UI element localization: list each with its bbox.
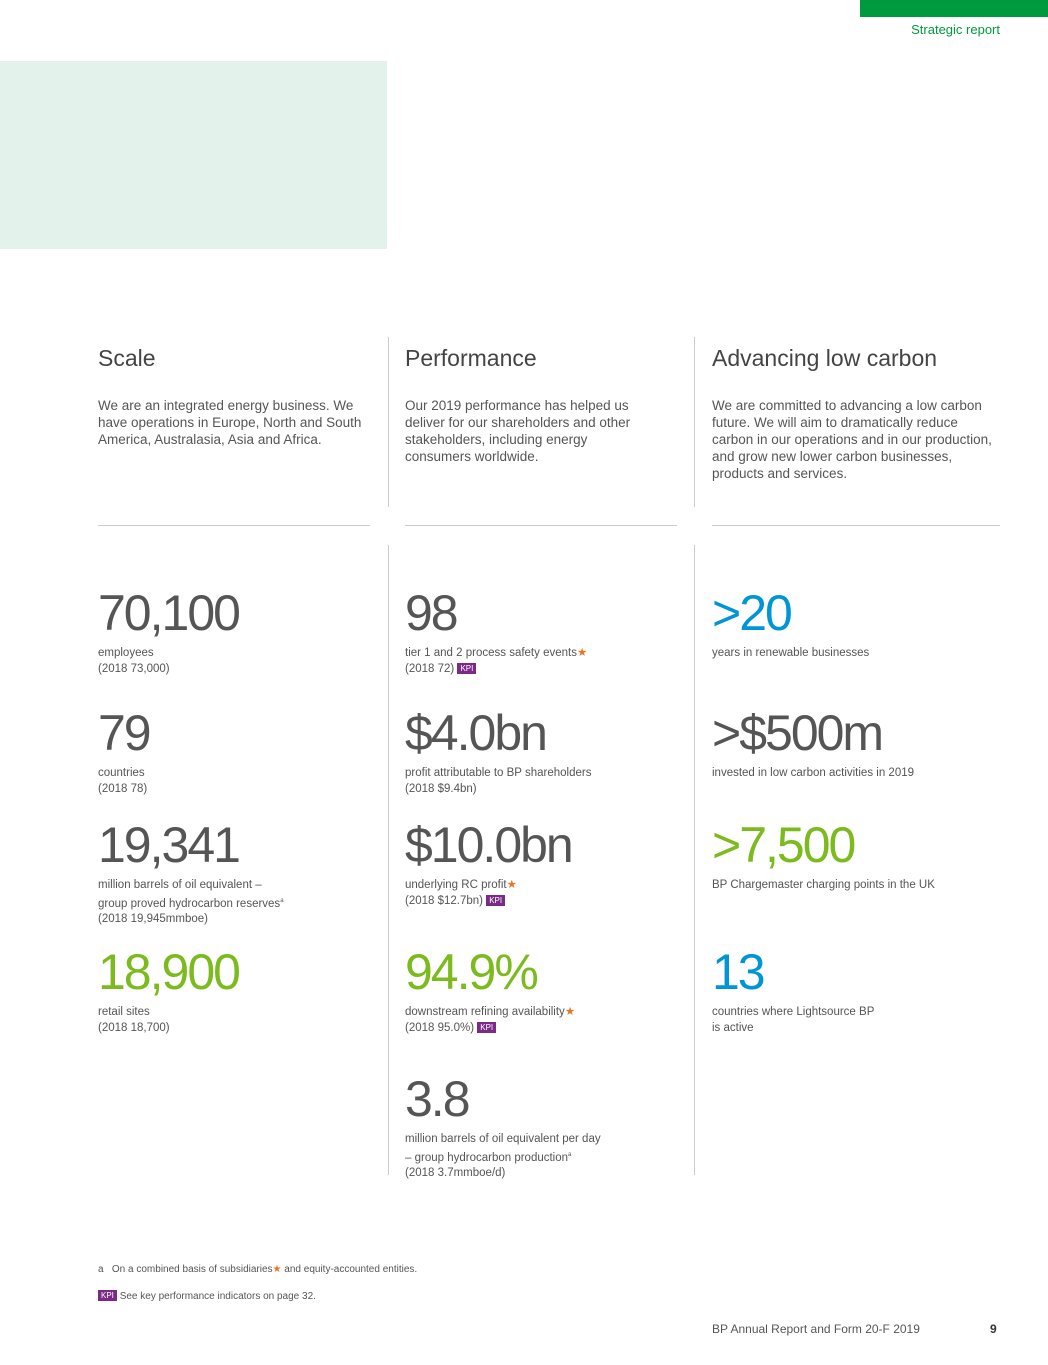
stat-value: 3.8 [405, 1071, 471, 1127]
divider [388, 545, 389, 1175]
stat-reserves: 19,341 million barrels of oil equivalent… [98, 820, 383, 927]
stat-value: 79 [98, 705, 152, 761]
stat-label: profit attributable to BP shareholders [405, 767, 592, 779]
stat-label: countries where Lightsource BP [712, 1006, 875, 1018]
stat-label: tier 1 and 2 process safety events [405, 647, 577, 659]
stat-value: 94.9% [405, 944, 539, 1000]
stat-retail-sites: 18,900 retail sites (2018 18,700) [98, 947, 383, 1036]
stat-prior: (2018 $9.4bn) [405, 782, 477, 795]
stat-prior: (2018 19,945mmboe) [98, 912, 208, 925]
divider [694, 337, 695, 507]
stat-value: >$500m [712, 705, 884, 761]
stat-low-carbon-investment: >$500m invested in low carbon activities… [712, 708, 997, 782]
column-body-low-carbon: We are committed to advancing a low carb… [712, 398, 992, 481]
stat-label: invested in low carbon activities in 201… [712, 767, 915, 779]
stat-label: million barrels of oil equivalent per da… [405, 1133, 601, 1145]
stat-prior: (2018 78) [98, 782, 148, 795]
kpi-badge: KPI [477, 1021, 497, 1033]
divider [388, 337, 389, 507]
column-title-low-carbon: Advancing low carbon [712, 345, 938, 371]
footnote-ref: a [568, 1151, 572, 1158]
divider [694, 545, 695, 1175]
column-title-scale: Scale [98, 345, 156, 371]
report-title: BP Annual Report and Form 20-F 2019 [712, 1322, 920, 1336]
divider [98, 525, 370, 526]
stat-countries: 79 countries (2018 78) [98, 708, 383, 797]
footnote-text: On a combined basis of subsidiaries [111, 1264, 273, 1275]
stat-rc-profit: $10.0bn underlying RC profit★ (2018 $12.7… [405, 820, 690, 909]
stat-lightsource-countries: 13 countries where Lightsource BP is acti… [712, 947, 997, 1036]
stat-production: 3.8 million barrels of oil equivalent pe… [405, 1074, 690, 1181]
stat-label: countries [98, 767, 145, 779]
column-body-performance: Our 2019 performance has helped us deliv… [405, 398, 631, 464]
kpi-badge: KPI [486, 894, 506, 906]
stat-value: $10.0bn [405, 817, 574, 873]
page-number: 9 [990, 1322, 997, 1336]
stat-value: 70,100 [98, 585, 241, 641]
stat-value: 98 [405, 585, 459, 641]
star-icon: ★ [506, 879, 517, 891]
stat-prior: (2018 3.7mmboe/d) [405, 1166, 506, 1179]
stat-renewable-years: >20 years in renewable businesses [712, 588, 997, 662]
stat-value: $4.0bn [405, 705, 548, 761]
column-body-scale: We are an integrated energy business. We… [98, 398, 362, 447]
footnote-kpi: KPI See key performance indicators on pa… [98, 1290, 316, 1302]
stat-label: is active [712, 1021, 754, 1034]
section-label: Strategic report [911, 22, 1000, 37]
star-icon: ★ [564, 1006, 576, 1018]
image-placeholder-panel [0, 61, 387, 249]
footnote-text: See key performance indicators on page 3… [119, 1291, 316, 1302]
stat-value: 19,341 [98, 817, 241, 873]
stat-label: underlying RC profit [405, 879, 507, 891]
footnote-marker: a [98, 1264, 104, 1275]
column-title-performance: Performance [405, 345, 537, 371]
stat-label: downstream refining availability [405, 1006, 565, 1018]
stat-label: group proved hydrocarbon reserves [98, 897, 281, 910]
stat-prior: (2018 95.0%) [405, 1021, 475, 1034]
stat-label: retail sites [98, 1006, 150, 1018]
stat-value: >20 [712, 585, 793, 641]
stat-employees: 70,100 employees (2018 73,000) [98, 588, 383, 677]
stat-value: >7,500 [712, 817, 856, 873]
stat-label: BP Chargemaster charging points in the U… [712, 879, 935, 891]
stat-refining-availability: 94.9% downstream refining availability★ (… [405, 947, 690, 1036]
stat-charging-points: >7,500 BP Chargemaster charging points i… [712, 820, 997, 894]
stat-value: 18,900 [98, 944, 241, 1000]
star-icon: ★ [272, 1264, 282, 1275]
footnote-ref: a [280, 897, 284, 904]
stat-prior: (2018 18,700) [98, 1021, 170, 1034]
stat-prior: (2018 73,000) [98, 662, 170, 675]
stat-label: million barrels of oil equivalent – [98, 879, 262, 891]
stat-label: – group hydrocarbon production [405, 1151, 569, 1164]
kpi-badge: KPI [98, 1290, 117, 1301]
stat-label: employees [98, 647, 154, 659]
stat-profit: $4.0bn profit attributable to BP shareho… [405, 708, 690, 797]
stat-label: years in renewable businesses [712, 647, 870, 659]
divider [712, 525, 1000, 526]
kpi-badge: KPI [457, 662, 477, 674]
footnote-text: and equity-accounted entities. [281, 1264, 418, 1275]
star-icon: ★ [576, 647, 588, 659]
footnote-a: a On a combined basis of subsidiaries★ a… [98, 1264, 417, 1275]
stat-safety-events: 98 tier 1 and 2 process safety events★ (2… [405, 588, 690, 677]
section-color-bar [860, 0, 1048, 17]
stat-prior: (2018 72) [405, 662, 455, 675]
stat-prior: (2018 $12.7bn) [405, 894, 484, 907]
divider [405, 525, 677, 526]
stat-value: 13 [712, 944, 766, 1000]
